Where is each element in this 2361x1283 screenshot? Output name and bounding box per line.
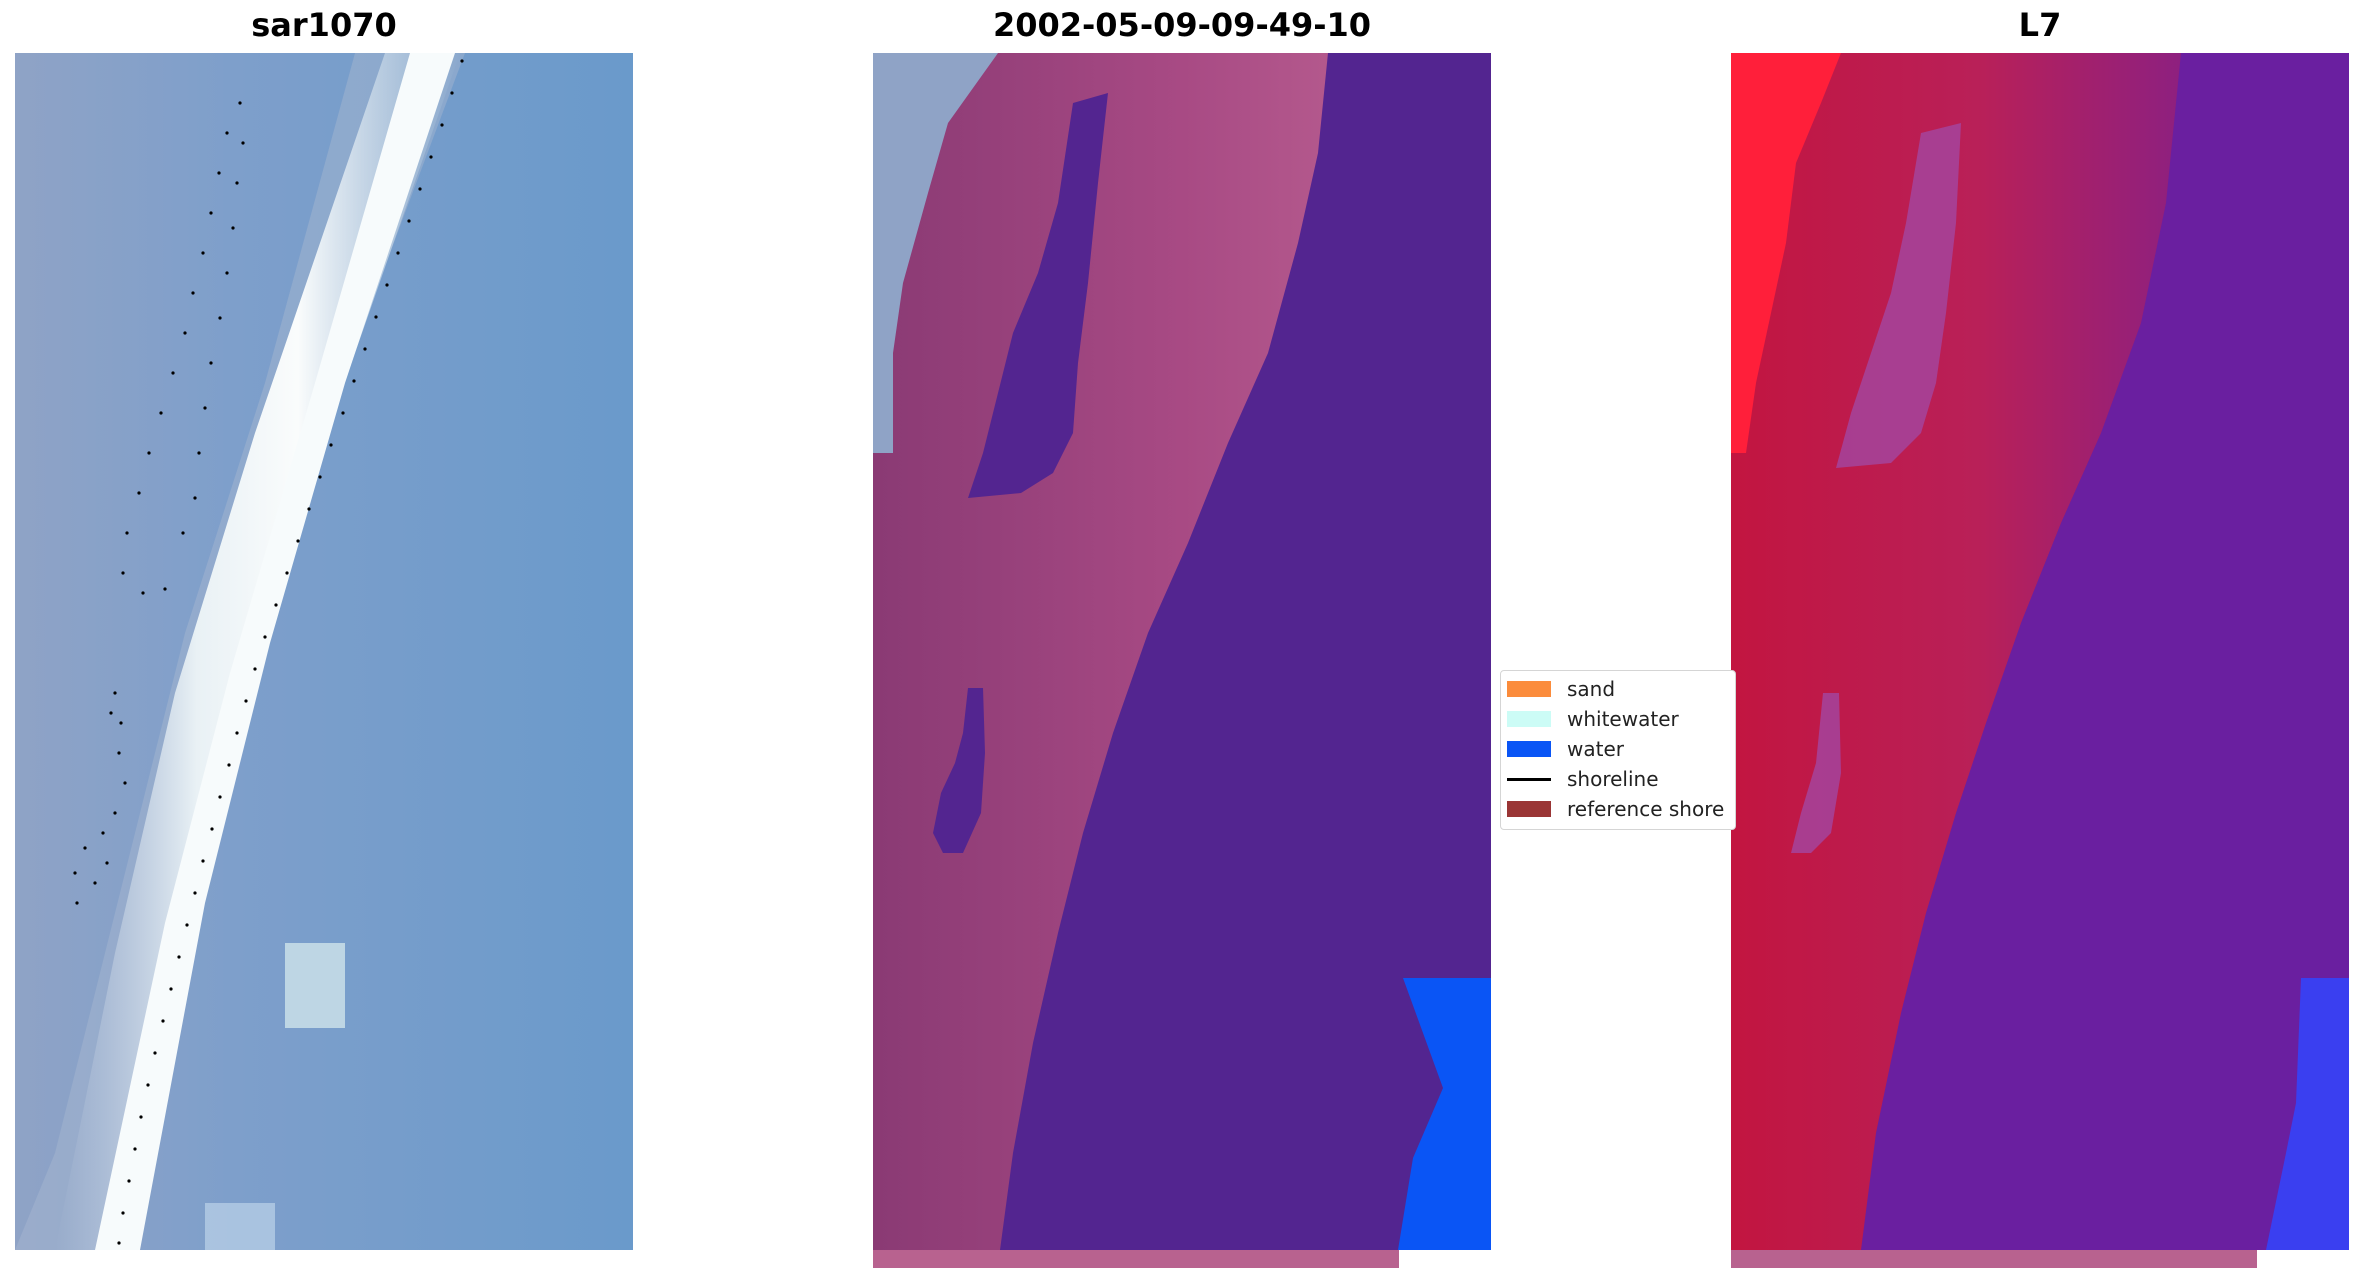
legend-item-shoreline: shoreline [1501, 764, 1659, 794]
rgb-image [15, 53, 633, 1250]
water-swatch [1507, 741, 1551, 757]
legend-item-sand: sand [1501, 674, 1615, 704]
shoreline-line-swatch [1507, 777, 1551, 781]
legend: sand whitewater water shoreline referenc… [1500, 670, 1736, 830]
panel-title-index: L7 [2018, 6, 2062, 44]
legend-label-water: water [1567, 737, 1624, 761]
panel-title-rgb: sar1070 [251, 6, 397, 44]
legend-label-shoreline: shoreline [1567, 767, 1659, 791]
index-image [1731, 53, 2349, 1268]
legend-item-reference-shore: reference shore [1501, 794, 1724, 824]
legend-label-reference-shore: reference shore [1567, 797, 1725, 821]
legend-label-sand: sand [1567, 677, 1616, 701]
reference-shore-swatch [1507, 801, 1551, 817]
classification-image [873, 53, 1491, 1268]
whitewater-swatch [1507, 711, 1551, 727]
legend-item-water: water [1501, 734, 1624, 764]
legend-label-whitewater: whitewater [1567, 707, 1679, 731]
sand-swatch [1507, 681, 1551, 697]
rgb-shoreline [73, 59, 464, 1245]
legend-item-whitewater: whitewater [1501, 704, 1679, 734]
panel-title-classification: 2002-05-09-09-49-10 [992, 6, 1372, 44]
